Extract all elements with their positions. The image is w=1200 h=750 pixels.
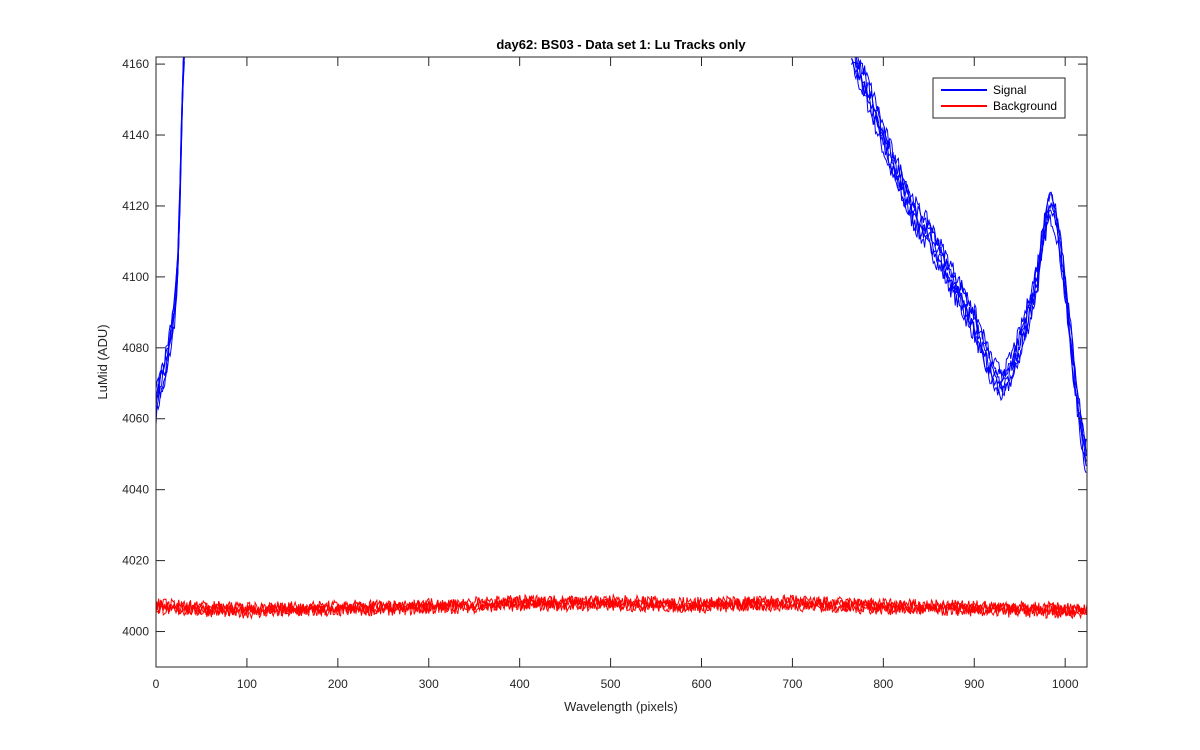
- y-tick-label-4100: 4100: [122, 270, 149, 284]
- x-tick-label-200: 200: [328, 677, 348, 691]
- x-axis-label: Wavelength (pixels): [564, 699, 678, 714]
- x-tick-label-0: 0: [153, 677, 160, 691]
- x-tick-label-700: 700: [782, 677, 802, 691]
- y-tick-label-4000: 4000: [122, 625, 149, 639]
- legend: Signal Background: [932, 77, 1066, 119]
- ticks-layer: 0 100 200 300 400 500 600 700 800 900 1000 4000 4020…: [122, 57, 1087, 691]
- series-line-signal-1-trace-5: [855, 57, 1087, 446]
- y-axis-label: LuMid (ADU): [95, 324, 110, 399]
- series-line-signal-1-trace-1: [851, 58, 1087, 467]
- series-line-background-0-trace-3: [156, 593, 1087, 615]
- x-tick-label-1000: 1000: [1052, 677, 1079, 691]
- y-tick-label-4020: 4020: [122, 554, 149, 568]
- x-tick-label-500: 500: [601, 677, 621, 691]
- x-tick-label-300: 300: [419, 677, 439, 691]
- x-tick-label-100: 100: [237, 677, 257, 691]
- x-tick-label-800: 800: [873, 677, 893, 691]
- y-tick-label-4120: 4120: [122, 199, 149, 213]
- y-tick-label-4060: 4060: [122, 412, 149, 426]
- series-line-signal-1-trace-2: [851, 58, 1087, 462]
- plot-area: [156, 57, 1087, 667]
- series-line-signal-0-trace-5: [156, 57, 184, 390]
- legend-label-signal: Signal: [993, 83, 1026, 97]
- x-tick-label-600: 600: [691, 677, 711, 691]
- y-tick-label-4080: 4080: [122, 341, 149, 355]
- legend-label-background: Background: [993, 99, 1057, 113]
- plot-frame: [155, 56, 1088, 668]
- series-line-signal-1-trace-0: [851, 60, 1087, 474]
- y-tick-label-4040: 4040: [122, 483, 149, 497]
- x-tick-label-900: 900: [964, 677, 984, 691]
- legend-box: [932, 77, 1066, 119]
- series-line-background-0-trace-2: [156, 594, 1087, 616]
- x-tick-label-400: 400: [510, 677, 530, 691]
- chart-title: day62: BS03 - Data set 1: Lu Tracks only: [496, 37, 746, 52]
- series-layer: [156, 57, 1087, 621]
- y-tick-label-4160: 4160: [122, 57, 149, 71]
- y-tick-label-4140: 4140: [122, 128, 149, 142]
